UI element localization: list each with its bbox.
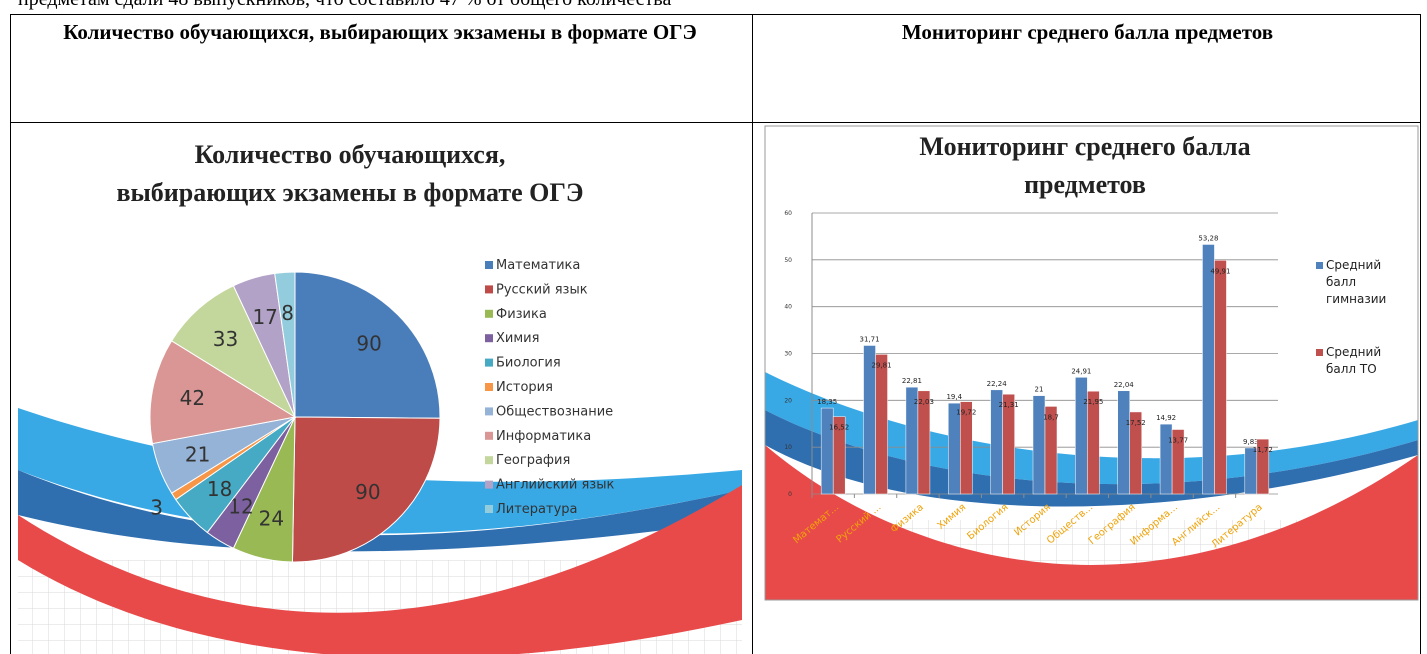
data-label: 3	[150, 495, 163, 519]
y-tick-label: 0	[788, 491, 792, 498]
bar	[1033, 396, 1045, 494]
data-label: 18,35	[817, 398, 837, 406]
legend-label: Литература	[496, 502, 578, 517]
legend-swatch	[485, 432, 493, 440]
legend-swatch	[485, 407, 493, 415]
data-label: 13,77	[1168, 437, 1188, 445]
data-label: 21,95	[1083, 398, 1103, 406]
chart-title: предметов	[1024, 170, 1146, 199]
legend-swatch	[485, 481, 493, 489]
legend-label: Информатика	[496, 429, 591, 444]
y-tick-label: 30	[784, 351, 792, 358]
legend-swatch	[485, 285, 493, 293]
data-label: 22,04	[1114, 381, 1135, 389]
legend-label: Физика	[496, 307, 547, 322]
data-label: 21	[1035, 386, 1044, 394]
bar	[1245, 448, 1257, 494]
legend-label: Обществознание	[496, 404, 613, 419]
data-label: 14,92	[1156, 414, 1176, 422]
data-label: 9,83	[1243, 438, 1259, 446]
y-tick-label: 50	[784, 257, 792, 264]
data-label: 11,72	[1253, 446, 1273, 454]
data-label: 31,71	[860, 335, 880, 343]
legend-label: Русский язык	[496, 282, 588, 297]
y-tick-label: 60	[784, 210, 792, 217]
data-label: 22,81	[902, 377, 922, 385]
data-label: 53,28	[1198, 234, 1218, 242]
bar	[821, 408, 833, 494]
legend-label: Английский язык	[496, 478, 614, 493]
data-label: 8	[281, 301, 294, 325]
legend-label: География	[496, 453, 570, 468]
legend-swatch	[1316, 262, 1323, 269]
data-label: 16,52	[829, 424, 849, 432]
page: предметам сдали 48 выпускников, что сост…	[0, 0, 1427, 654]
data-label: 22,03	[914, 398, 934, 406]
data-label: 21,31	[999, 401, 1019, 409]
data-label: 18,7	[1043, 413, 1059, 421]
bar	[1214, 260, 1226, 494]
bar	[918, 391, 930, 494]
legend-swatch	[1316, 349, 1323, 356]
bar	[1160, 424, 1172, 494]
bar	[1118, 391, 1130, 494]
chart-title: Количество обучающихся,	[195, 140, 506, 169]
legend-swatch	[485, 456, 493, 464]
y-tick-label: 10	[784, 444, 792, 451]
legend-swatch	[485, 383, 493, 391]
data-label: 19,72	[956, 409, 976, 417]
legend-label: История	[496, 380, 553, 395]
legend-swatch	[485, 359, 493, 367]
data-label: 29,81	[872, 361, 892, 369]
data-label: 33	[213, 327, 238, 351]
data-label: 49,91	[1210, 267, 1230, 275]
legend-swatch	[485, 310, 493, 318]
legend-label: Биология	[496, 356, 561, 371]
bar	[1087, 391, 1099, 494]
data-label: 22,24	[987, 380, 1008, 388]
legend-swatch	[485, 261, 493, 269]
data-label: 18	[207, 477, 232, 501]
legend-swatch	[485, 505, 493, 513]
data-label: 90	[356, 332, 381, 356]
data-label: 19,4	[946, 393, 962, 401]
legend-swatch	[485, 334, 493, 342]
legend-label: Химия	[496, 331, 539, 346]
bar	[948, 403, 960, 494]
legend-label: Средний балл ТО	[1326, 344, 1406, 378]
bar	[876, 354, 888, 494]
data-label: 17,52	[1126, 419, 1146, 427]
data-label: 90	[355, 480, 380, 504]
data-label: 24	[259, 507, 284, 531]
legend-label: Средний балл гимназии	[1326, 257, 1406, 308]
charts: Количество обучающихся, выбирающих экзаме…	[0, 0, 1427, 654]
y-tick-label: 40	[784, 304, 792, 311]
bar	[1075, 377, 1087, 494]
data-label: 24,91	[1071, 367, 1091, 375]
y-tick-label: 20	[784, 397, 792, 404]
data-label: 42	[180, 386, 205, 410]
data-label: 17	[252, 305, 277, 329]
data-label: 21	[185, 443, 210, 467]
legend-label: Математика	[496, 258, 580, 273]
chart-title: Мониторинг среднего балла	[919, 132, 1250, 161]
chart-title: выбирающих экзамены в формате ОГЭ	[116, 178, 583, 207]
bar	[1202, 244, 1214, 494]
